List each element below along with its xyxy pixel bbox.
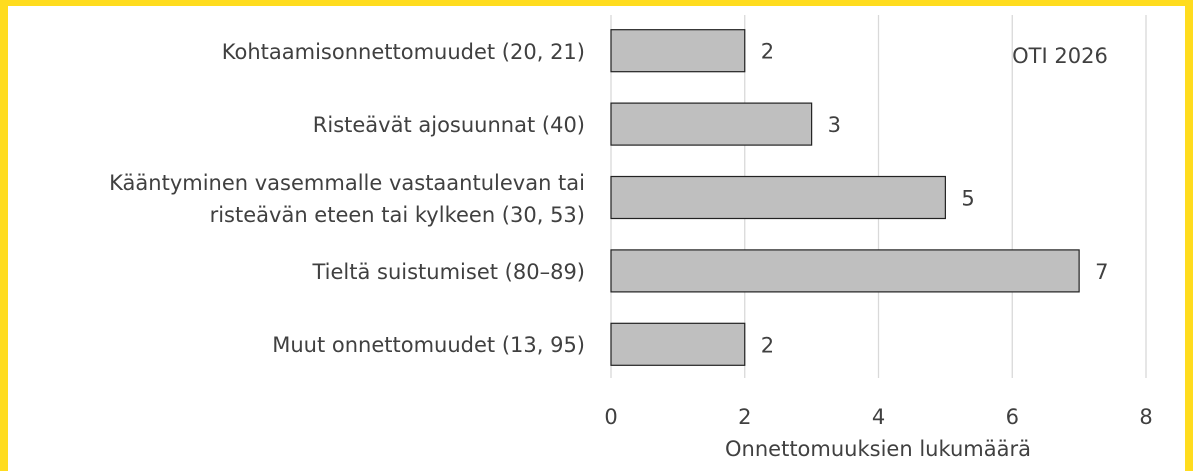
annotation: OTI 2026 bbox=[1012, 44, 1108, 68]
category-label: Kohtaamisonnettomuudet (20, 21) bbox=[221, 39, 585, 64]
x-tick-label: 8 bbox=[1139, 405, 1152, 429]
value-label: 5 bbox=[961, 187, 974, 211]
value-label: 3 bbox=[828, 113, 841, 137]
bar bbox=[610, 249, 1080, 293]
x-axis-label: Onnettomuuksien lukumäärä bbox=[725, 437, 1031, 461]
x-tick-label: 0 bbox=[604, 405, 617, 429]
value-label: 7 bbox=[1095, 260, 1108, 284]
bar bbox=[610, 175, 946, 220]
value-label: 2 bbox=[761, 40, 774, 64]
x-tick-label: 6 bbox=[1006, 405, 1019, 429]
category-label: Tieltä suistumiset (80–89) bbox=[312, 259, 585, 284]
category-label: Kääntyminen vasemmalle vastaantulevan ta… bbox=[109, 170, 585, 227]
x-tick-label: 2 bbox=[738, 405, 751, 429]
category-label: Muut onnettomuudet (13, 95) bbox=[272, 333, 585, 358]
bar bbox=[610, 29, 746, 73]
chart-panel bbox=[8, 6, 1185, 471]
value-label: 2 bbox=[761, 333, 774, 357]
category-label: Risteävät ajosuunnat (40) bbox=[312, 113, 585, 138]
bar bbox=[610, 322, 746, 366]
x-tick-label: 4 bbox=[872, 405, 885, 429]
bar bbox=[610, 102, 813, 146]
